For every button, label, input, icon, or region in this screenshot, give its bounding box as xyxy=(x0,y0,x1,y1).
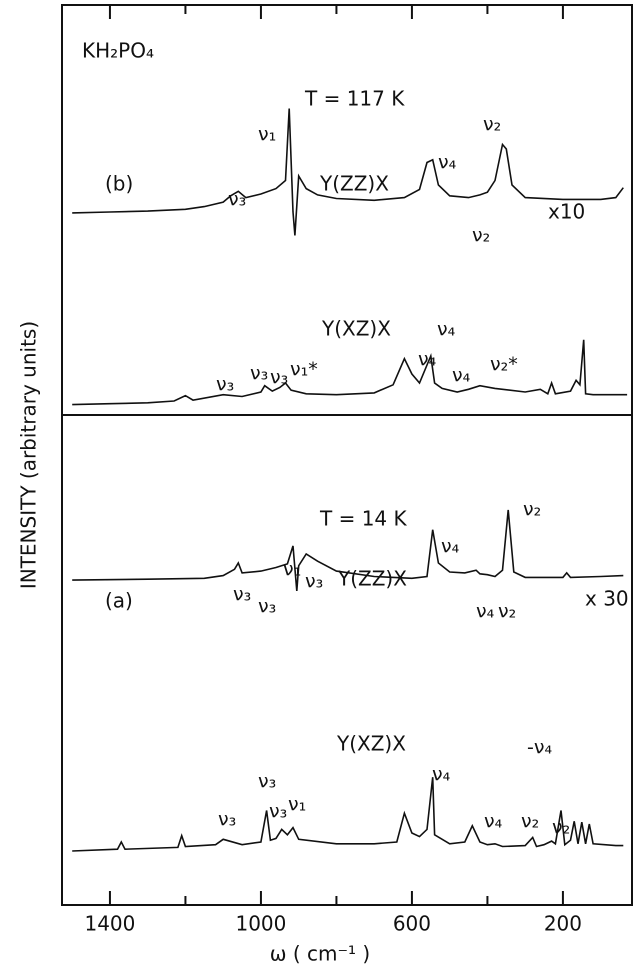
x-tick-label: 600 xyxy=(393,912,431,936)
temperature-label: T = 14 K xyxy=(319,507,407,531)
peak-label: ν₃ xyxy=(250,363,268,385)
peak-label: ν₂ xyxy=(472,225,490,247)
peak-label: ν₃ xyxy=(233,584,251,606)
peak-label: ν₄ xyxy=(484,811,503,833)
peak-label: ν₂ xyxy=(552,817,570,839)
peak-label: ν₃ xyxy=(258,596,276,618)
peak-label: ν₂ xyxy=(523,499,541,521)
series-label: Y(ZZ)X xyxy=(319,172,389,196)
peak-label: ν₂ xyxy=(498,601,516,623)
peak-label: ν₄ xyxy=(418,349,437,371)
peak-label: ν₂ xyxy=(521,811,539,833)
x-tick-label: 1000 xyxy=(235,912,286,936)
y-axis-label: INTENSITY (arbitrary units) xyxy=(17,321,41,589)
series-label: Y(XZ)X xyxy=(321,317,391,341)
peak-label: ν₃ xyxy=(216,374,234,396)
scale-label: x10 xyxy=(548,200,585,224)
peak-label: ν₄ xyxy=(437,319,456,341)
peak-label: ν₁ xyxy=(258,124,276,146)
peak-label: ν₃ xyxy=(228,189,246,211)
x-tick-label: 200 xyxy=(544,912,582,936)
peak-label: ν₃ xyxy=(270,367,288,389)
scale-label: x 30 xyxy=(585,587,629,611)
series-label: Y(XZ)X xyxy=(336,732,406,756)
spectrum xyxy=(72,108,624,236)
peak-label: ν₁* xyxy=(290,359,318,381)
panel-label: (b) xyxy=(105,172,133,196)
peak-label: ν₃ xyxy=(218,809,236,831)
spectrum xyxy=(72,339,628,406)
temperature-label: T = 117 K xyxy=(304,87,405,111)
peak-label: ν₂* xyxy=(490,354,518,376)
peak-label: ν₄ xyxy=(452,365,471,387)
x-axis-label: ω ( cm⁻¹ ) xyxy=(270,942,370,966)
spectrum xyxy=(72,509,624,591)
peak-label: ν₃ xyxy=(305,571,323,593)
panel-label: (a) xyxy=(105,589,133,613)
peak-label: ν₃ xyxy=(258,771,276,793)
x-tick-label: 1400 xyxy=(84,912,135,936)
chart-title: KH₂PO₄ xyxy=(82,39,154,63)
peak-label: -ν₄ xyxy=(527,737,552,759)
peak-label: ν₁ xyxy=(283,559,301,581)
peak-label: ν₃ xyxy=(269,801,287,823)
peak-label: ν₄ xyxy=(438,152,457,174)
spectrum xyxy=(72,777,624,852)
peak-label: ν₄ xyxy=(432,764,451,786)
peak-label: ν₄ xyxy=(476,601,495,623)
peak-label: ν₂ xyxy=(483,114,501,136)
peak-label: ν₄ xyxy=(441,536,460,558)
series-label: Y(ZZ)X xyxy=(337,567,407,591)
plot-frame xyxy=(61,4,633,906)
peak-label: ν₁ xyxy=(288,794,306,816)
